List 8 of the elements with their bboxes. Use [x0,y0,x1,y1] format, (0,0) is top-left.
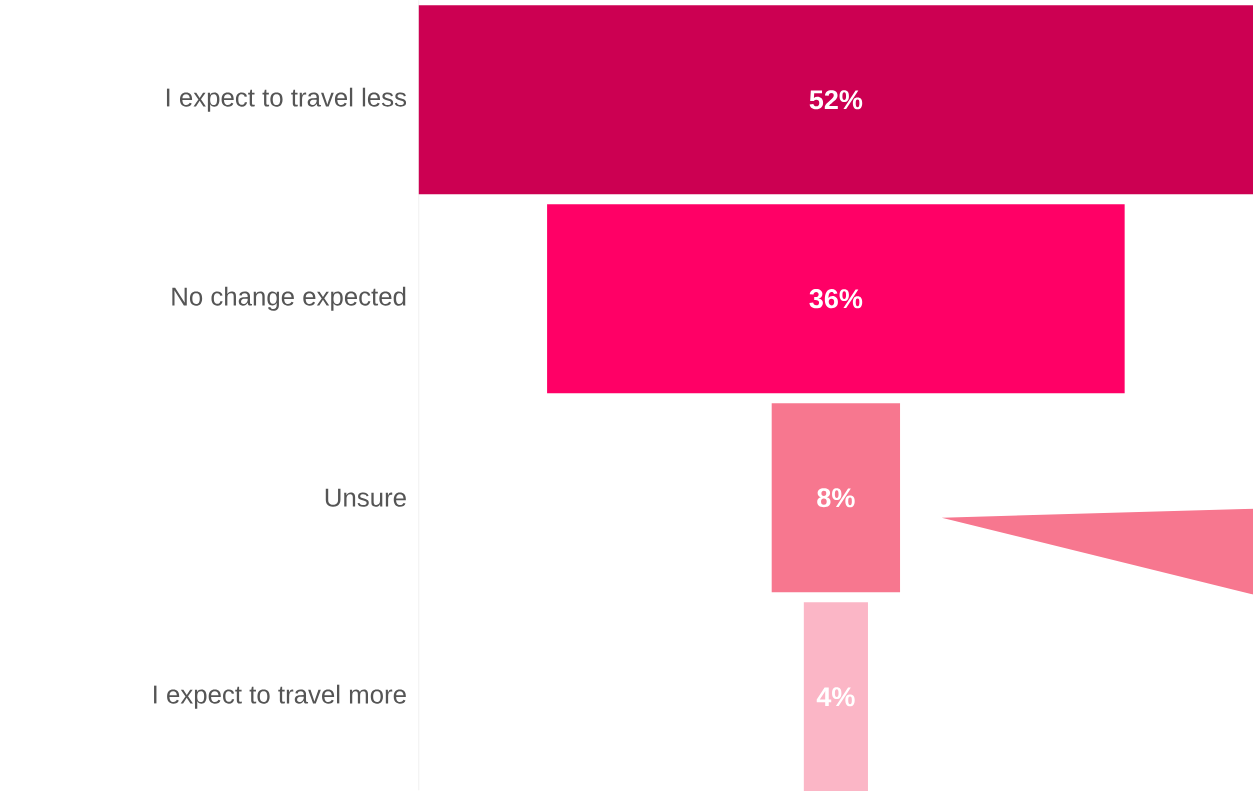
data-label: 8% [817,488,855,508]
data-label: 4% [816,687,855,707]
category-label: Unsure [325,488,406,507]
data-label: 52% [809,90,863,110]
category-label: I expect to travel more [154,684,406,709]
data-label: 36% [809,289,863,309]
category-label: I expect to travel less [166,87,407,112]
category-label: No change expected [172,286,406,311]
